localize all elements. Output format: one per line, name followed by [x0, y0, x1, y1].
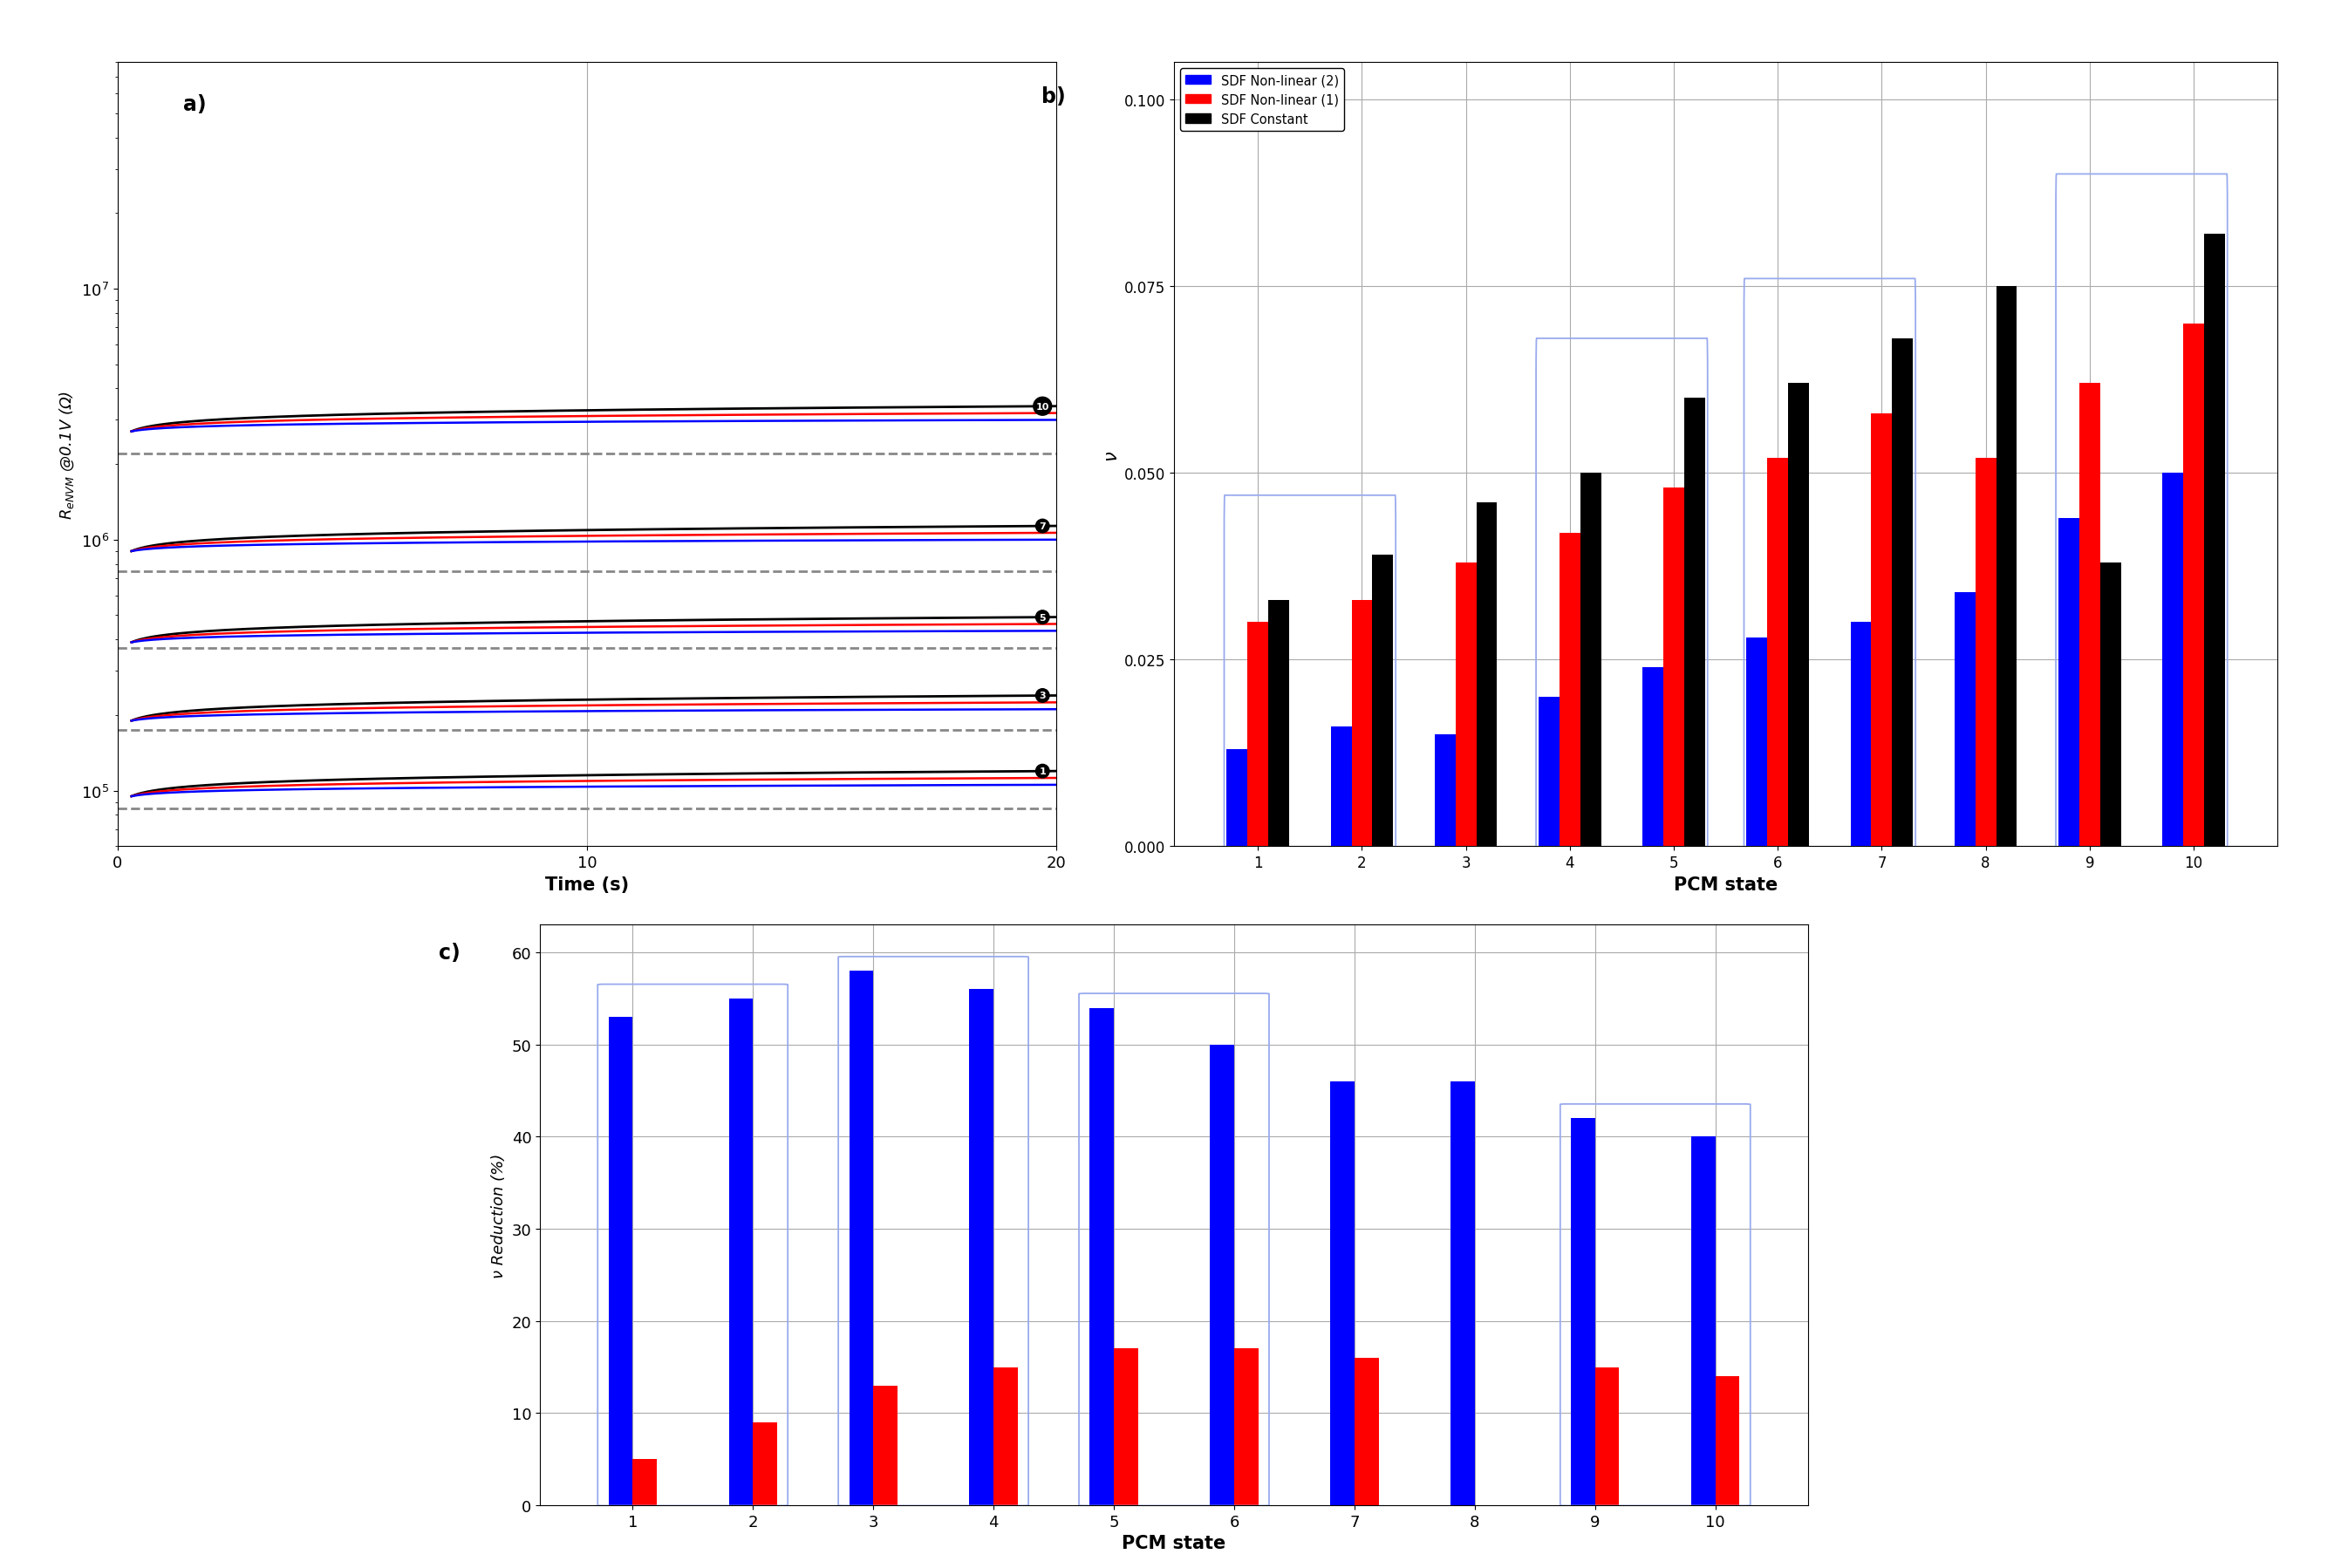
Y-axis label: ν: ν	[1101, 450, 1120, 459]
Bar	[1235, 1348, 1259, 1505]
Bar	[1247, 622, 1268, 847]
Bar	[1331, 1082, 1355, 1505]
Bar	[1456, 563, 1477, 847]
Bar	[2163, 474, 2184, 847]
Bar	[1789, 384, 1808, 847]
X-axis label: PCM state: PCM state	[1674, 875, 1777, 894]
Bar	[1580, 474, 1601, 847]
Bar	[1451, 1082, 1475, 1505]
X-axis label: PCM state: PCM state	[1122, 1534, 1226, 1552]
Bar	[1331, 728, 1352, 847]
Bar	[1684, 398, 1705, 847]
Bar	[1538, 698, 1559, 847]
Bar	[2099, 563, 2120, 847]
Bar	[850, 971, 873, 1505]
Text: 7: 7	[1040, 522, 1045, 532]
Text: 3: 3	[1040, 691, 1045, 701]
Bar	[873, 1386, 897, 1505]
Bar	[1371, 555, 1392, 847]
Bar	[1268, 601, 1289, 847]
Bar	[1892, 339, 1914, 847]
Bar	[993, 1367, 1017, 1505]
Text: a): a)	[183, 94, 207, 114]
Bar	[754, 1422, 777, 1505]
Bar	[1850, 622, 1871, 847]
Bar	[1355, 1358, 1378, 1505]
Bar	[1113, 1348, 1139, 1505]
Bar	[1954, 593, 1975, 847]
Text: b): b)	[1043, 86, 1066, 107]
Bar	[1226, 750, 1247, 847]
Bar	[2184, 325, 2205, 847]
Y-axis label: ν Reduction (%): ν Reduction (%)	[491, 1152, 507, 1278]
X-axis label: Time (s): Time (s)	[545, 875, 629, 894]
Bar	[1089, 1008, 1113, 1505]
Bar	[608, 1018, 632, 1505]
Bar	[1716, 1377, 1740, 1505]
Bar	[1975, 458, 1996, 847]
Bar	[1559, 533, 1580, 847]
Bar	[1662, 488, 1684, 847]
Text: 1: 1	[1040, 767, 1045, 776]
Bar	[1871, 414, 1892, 847]
Bar	[2080, 384, 2099, 847]
Bar	[1352, 601, 1371, 847]
Bar	[1768, 458, 1789, 847]
Bar	[2205, 235, 2226, 847]
Bar	[1209, 1044, 1235, 1505]
Bar	[970, 989, 993, 1505]
Bar	[1571, 1118, 1594, 1505]
Bar	[2059, 517, 2080, 847]
Legend: SDF Non-linear (2), SDF Non-linear (1), SDF Constant: SDF Non-linear (2), SDF Non-linear (1), …	[1181, 69, 1343, 132]
Bar	[1644, 668, 1662, 847]
Bar	[1435, 735, 1456, 847]
Bar	[1747, 638, 1768, 847]
Y-axis label: $R_{eNVM}$ @0.1V (Ω): $R_{eNVM}$ @0.1V (Ω)	[59, 390, 75, 519]
Bar	[1594, 1367, 1620, 1505]
Bar	[632, 1460, 657, 1505]
Text: c): c)	[439, 942, 460, 963]
Text: 5: 5	[1040, 613, 1045, 622]
Bar	[1996, 287, 2017, 847]
Text: 10: 10	[1035, 403, 1050, 411]
Bar	[1477, 503, 1498, 847]
Bar	[728, 999, 754, 1505]
Bar	[1691, 1137, 1716, 1505]
